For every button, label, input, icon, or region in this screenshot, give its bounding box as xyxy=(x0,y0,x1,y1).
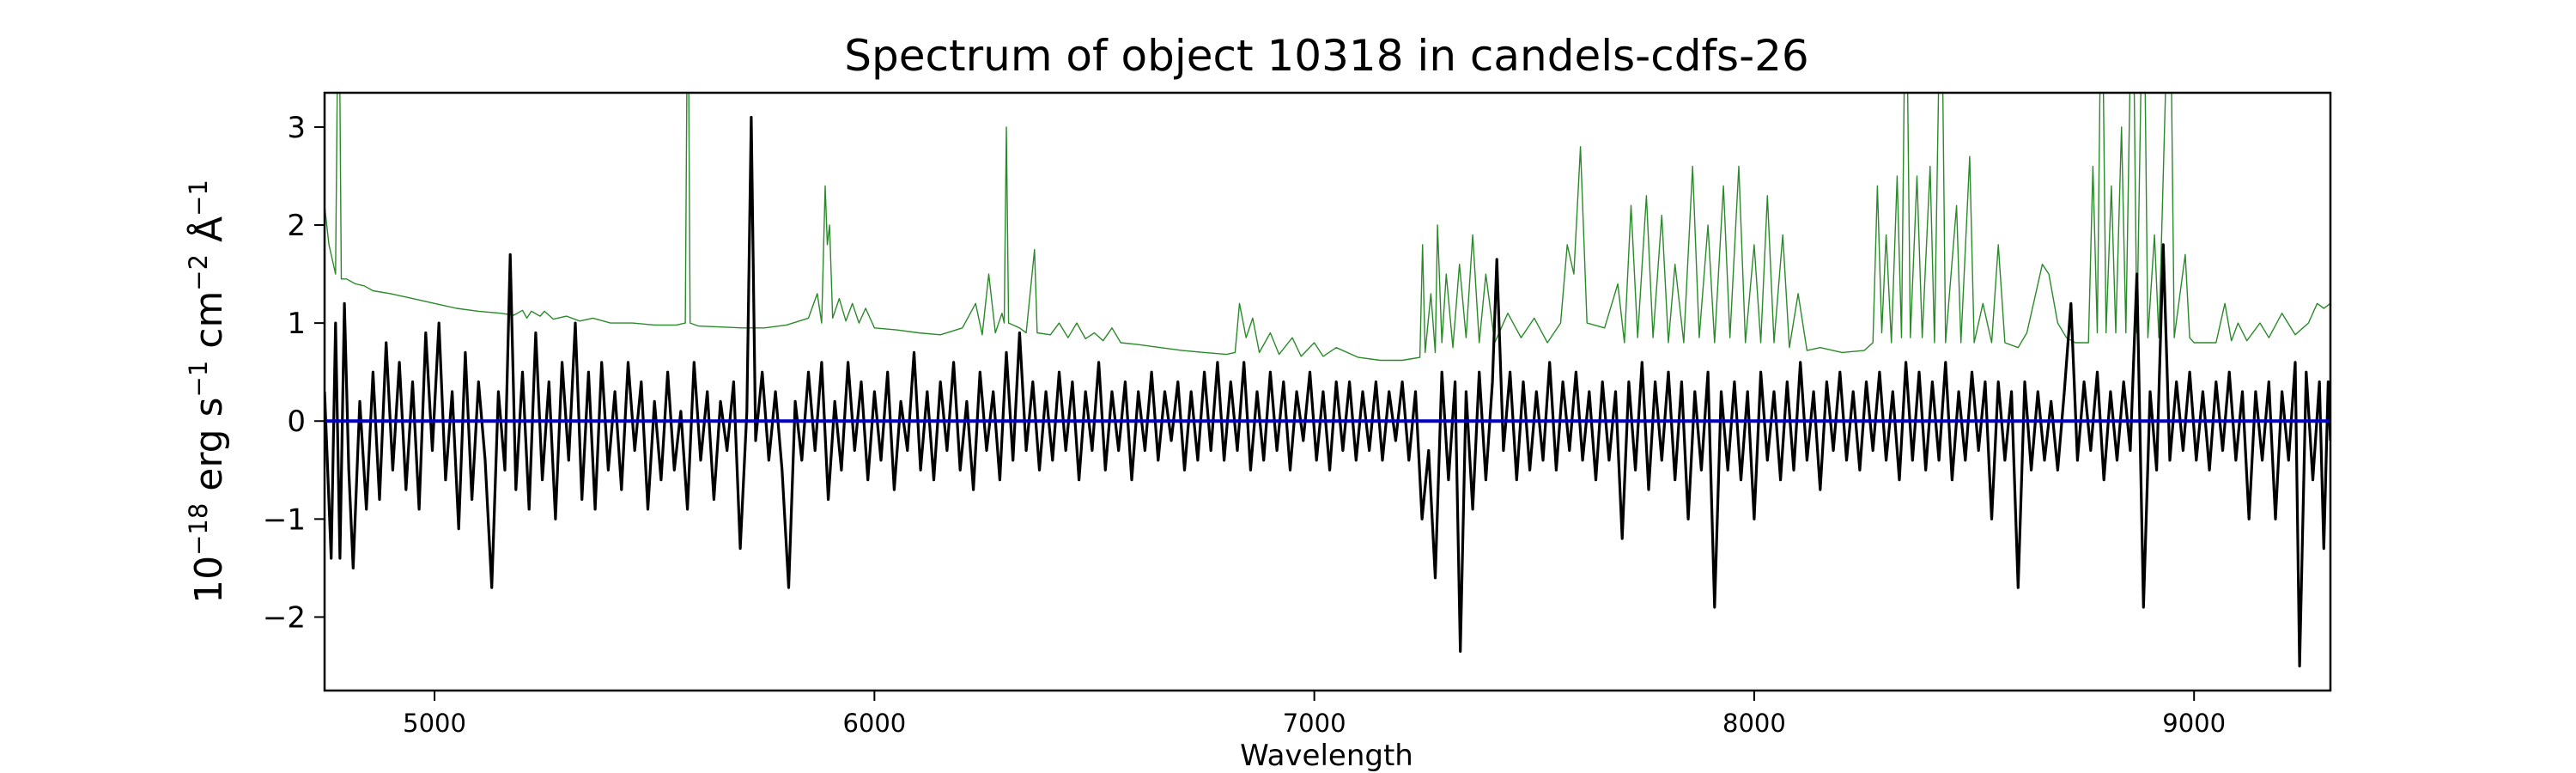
plot-lines xyxy=(325,93,2330,668)
series-0-line xyxy=(325,93,2330,362)
y-tick-label: 1 xyxy=(287,307,306,341)
ylabel-unit1: erg s xyxy=(187,397,231,502)
y-tick-label: 3 xyxy=(287,111,306,145)
ylabel-exp-a: −1 xyxy=(184,180,213,216)
x-tick-label: 7000 xyxy=(1283,709,1346,738)
plot-frame xyxy=(323,91,2332,692)
ylabel-exp-s: −1 xyxy=(184,361,213,398)
svg-text:10−18 erg s−1 cm−2 Å−1: 10−18 erg s−1 cm−2 Å−1 xyxy=(184,180,231,604)
x-tick-label: 8000 xyxy=(1722,709,1786,738)
y-axis-label: 10−18 erg s−1 cm−2 Å−1 xyxy=(184,180,231,604)
x-axis-label: Wavelength xyxy=(1240,739,1413,773)
y-tick-label: −1 xyxy=(263,502,306,537)
y-axis: −2 −1 0 1 2 3 xyxy=(263,111,325,635)
x-tick-label: 9000 xyxy=(2162,709,2226,738)
series-1-line xyxy=(325,115,2330,668)
ylabel-exp-cm: −2 xyxy=(184,254,213,291)
x-tick-label: 5000 xyxy=(403,709,466,738)
y-tick-label: 0 xyxy=(287,405,306,439)
ylabel-unit2: cm xyxy=(187,291,231,361)
x-tick-label: 6000 xyxy=(842,709,906,738)
ylabel-unit3: Å xyxy=(185,216,231,254)
ylabel-exp-base: −18 xyxy=(184,503,213,556)
y-tick-label: 2 xyxy=(287,209,306,243)
y-tick-label: −2 xyxy=(263,600,306,635)
x-axis: 5000 6000 7000 8000 9000 xyxy=(403,691,2226,738)
chart-title: Spectrum of object 10318 in candels-cdfs… xyxy=(844,31,1809,81)
ylabel-base: 10 xyxy=(187,556,231,604)
